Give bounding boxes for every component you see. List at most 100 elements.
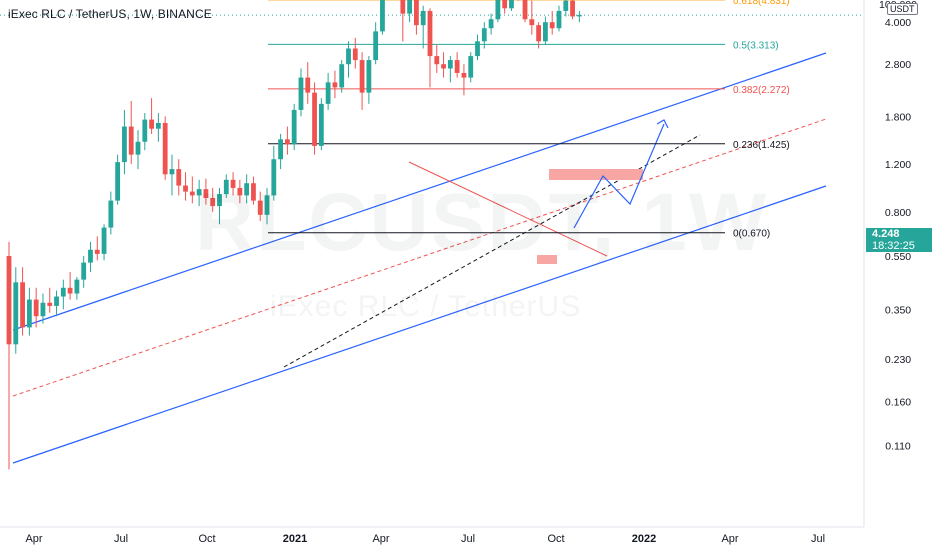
candle-body bbox=[298, 77, 304, 110]
projection-arrowhead bbox=[656, 119, 669, 129]
candle-body bbox=[454, 60, 460, 73]
candle-body bbox=[251, 183, 256, 201]
candle-body bbox=[441, 64, 446, 69]
fib-level-label: 0.382(2.272) bbox=[733, 85, 790, 96]
candle-body bbox=[33, 299, 39, 317]
chart-title: iExec RLC / TetherUS, 1W, BINANCE bbox=[8, 7, 212, 21]
candle-body bbox=[6, 256, 12, 345]
time-tick-label: Oct bbox=[198, 533, 215, 545]
time-tick-label: 2021 bbox=[283, 533, 307, 545]
channel-lower-line bbox=[12, 185, 827, 464]
candle-body bbox=[373, 31, 379, 61]
price-tick-label: 4.000 bbox=[885, 17, 911, 29]
candle-body bbox=[88, 249, 93, 263]
candle-body bbox=[312, 92, 317, 146]
candle-body bbox=[488, 19, 494, 29]
candle-body bbox=[461, 72, 467, 78]
candle-body bbox=[576, 15, 582, 17]
axes-layer: 100.00070.00046.00031.00021.00013.0009.0… bbox=[0, 0, 917, 545]
time-tick-label: Apr bbox=[25, 533, 42, 545]
candle-body bbox=[135, 141, 141, 155]
price-tick-label: 0.160 bbox=[885, 397, 911, 409]
candle-body bbox=[291, 109, 297, 145]
candle-body bbox=[237, 187, 243, 196]
candle-body bbox=[108, 200, 114, 228]
candle-body bbox=[278, 139, 283, 160]
candle-body bbox=[115, 162, 121, 201]
price-tick-label: 2.800 bbox=[885, 59, 911, 71]
candle-body bbox=[74, 279, 80, 294]
support-trendline bbox=[283, 134, 701, 368]
price-tick-label: 1.800 bbox=[885, 111, 911, 123]
candle-body bbox=[332, 82, 338, 88]
fib-level-label: 0.5(3.313) bbox=[733, 40, 779, 51]
price-tick-label: 1.200 bbox=[885, 159, 911, 171]
time-tick-label: Jul bbox=[811, 533, 825, 545]
candle-body bbox=[40, 302, 46, 317]
candle-body bbox=[495, 0, 501, 20]
time-tick-label: 2022 bbox=[632, 533, 656, 545]
candle-body bbox=[434, 56, 440, 65]
candle-body bbox=[101, 227, 107, 254]
price-tick-label: 0.350 bbox=[885, 304, 911, 316]
candle-body bbox=[339, 64, 345, 88]
candle-body bbox=[230, 179, 236, 188]
drawings-layer bbox=[0, 14, 864, 464]
candle-body bbox=[420, 10, 426, 26]
candle-body bbox=[475, 41, 480, 57]
candle-body bbox=[257, 200, 263, 215]
candle-body bbox=[203, 189, 209, 198]
candle-body bbox=[563, 0, 569, 11]
candle-body bbox=[509, 0, 514, 9]
candle-body bbox=[468, 56, 474, 78]
current-price-label: 4.248 bbox=[866, 228, 932, 240]
candle-body bbox=[570, 0, 575, 17]
candle-body bbox=[54, 296, 59, 306]
resistance-zone bbox=[549, 169, 643, 180]
candle-body bbox=[183, 185, 188, 192]
time-tick-label: Apr bbox=[372, 533, 389, 545]
candle-body bbox=[414, 0, 419, 26]
candle-body bbox=[142, 119, 148, 142]
triangle-upper-line bbox=[408, 161, 608, 257]
candle-body bbox=[529, 19, 535, 26]
candle-body bbox=[189, 191, 195, 196]
candle-body bbox=[217, 194, 222, 207]
candle-body bbox=[47, 302, 53, 306]
price-tick-label: 0.230 bbox=[885, 354, 911, 366]
projection-path bbox=[573, 123, 665, 229]
candle-body bbox=[380, 0, 385, 32]
candle-body bbox=[481, 28, 487, 42]
candle-body bbox=[549, 22, 555, 29]
candle-body bbox=[352, 48, 358, 61]
candle-body bbox=[162, 123, 168, 175]
candle-body bbox=[81, 262, 87, 280]
time-tick-label: Apr bbox=[721, 533, 738, 545]
candle-body bbox=[264, 195, 270, 215]
candle-body bbox=[556, 10, 562, 29]
time-tick-label: Jul bbox=[461, 533, 475, 545]
candle-body bbox=[67, 287, 73, 294]
candle-body bbox=[271, 159, 277, 196]
candle-body bbox=[176, 169, 182, 186]
candle-body bbox=[305, 77, 311, 93]
candle-body bbox=[427, 10, 433, 57]
candle-body bbox=[447, 60, 453, 69]
currency-selector[interactable]: USDT bbox=[887, 3, 918, 15]
candle-body bbox=[20, 282, 25, 328]
candle-body bbox=[128, 126, 134, 155]
candle-body bbox=[536, 25, 542, 42]
price-tick-label: 0.110 bbox=[885, 441, 911, 453]
candle-body bbox=[26, 299, 32, 328]
bar-countdown-label: 18:32:25 bbox=[866, 240, 932, 252]
candle-body bbox=[122, 126, 127, 163]
candle-body bbox=[94, 249, 100, 254]
fib-level-label: 0.236(1.425) bbox=[733, 140, 790, 151]
candle-body bbox=[284, 139, 290, 145]
candle-body bbox=[359, 60, 365, 93]
candle-body bbox=[502, 0, 508, 9]
candle-body bbox=[543, 22, 548, 42]
candle-body bbox=[522, 0, 528, 20]
